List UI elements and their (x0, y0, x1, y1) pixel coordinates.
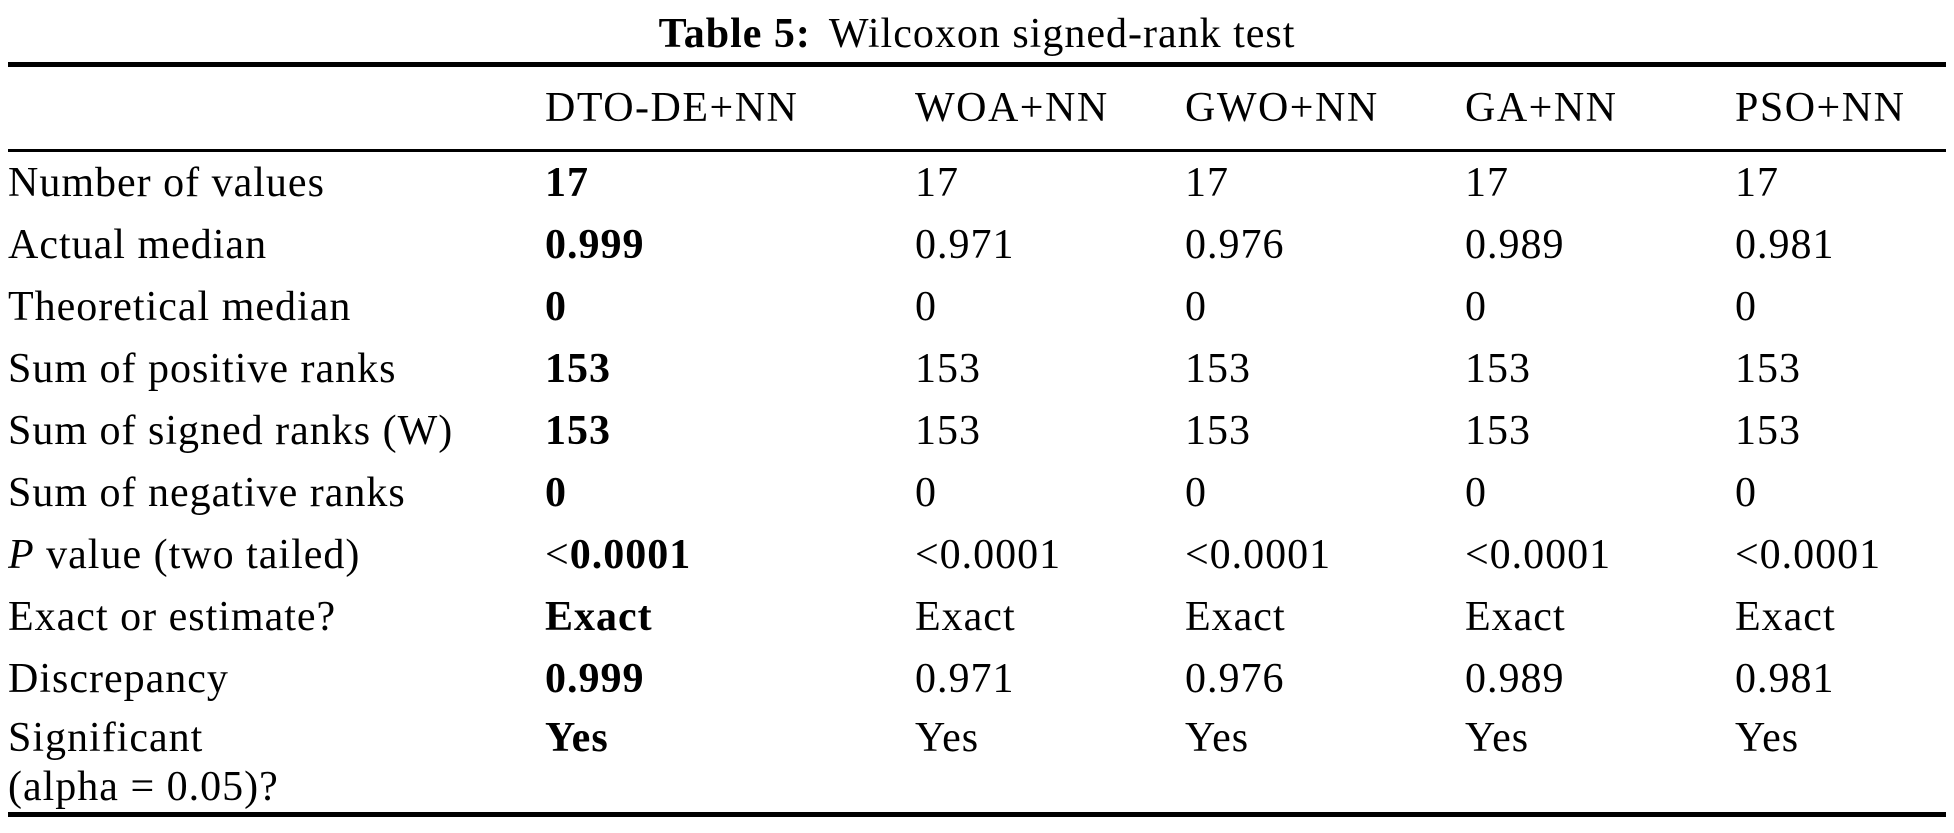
cell-value: 0.971 (915, 222, 1015, 268)
p-value-bold: 0.0001 (569, 532, 692, 578)
cell-value: 153 (1465, 408, 1531, 454)
cell-value: 153 (915, 346, 981, 392)
cell-value: 0 (915, 470, 937, 516)
cell-value: Yes (1735, 715, 1800, 761)
cell-value: 0 (915, 284, 937, 330)
row-label: Discrepancy (8, 656, 229, 702)
column-header-ga-nn: GA+NN (1465, 64, 1735, 152)
row-theoretical-median: Theoretical median 0 0 0 0 0 (8, 276, 1946, 338)
row-sum-negative-ranks: Sum of negative ranks 0 0 0 0 0 (8, 462, 1946, 524)
cell-value: <0.0001 (1735, 532, 1882, 578)
cell-value: Exact (915, 594, 1016, 640)
column-header-woa-nn: WOA+NN (915, 64, 1185, 152)
row-label: Sum of signed ranks (W) (8, 408, 454, 454)
row-label: Exact or estimate? (8, 594, 337, 640)
cell-value: 0.981 (1735, 222, 1835, 268)
row-label: Actual median (8, 222, 268, 268)
row-label: Theoretical median (8, 284, 352, 330)
cell-value: 153 (1735, 346, 1801, 392)
table-number-label: Table 5: (658, 11, 811, 57)
row-actual-median: Actual median 0.999 0.971 0.976 0.989 0.… (8, 214, 1946, 276)
cell-value: 0.981 (1735, 656, 1835, 702)
row-label: Sum of positive ranks (8, 346, 397, 392)
cell-value: 153 (545, 346, 611, 392)
cell-value: 17 (915, 160, 959, 206)
row-label: P value (two tailed) (8, 532, 361, 578)
cell-value: 0.989 (1465, 656, 1565, 702)
table-caption: Table 5: Wilcoxon signed-rank test (0, 0, 1954, 62)
cell-value: Yes (545, 715, 609, 761)
cell-value: 0 (1185, 470, 1207, 516)
cell-value: Exact (545, 594, 653, 640)
row-label: Number of values (8, 160, 325, 206)
cell-value: 0.999 (545, 222, 645, 268)
cell-value: <0.0001 (1465, 532, 1612, 578)
cell-value: 153 (545, 408, 611, 454)
cell-value: Yes (1465, 715, 1530, 761)
cell-value: <0.0001 (915, 532, 1062, 578)
cell-value: 0 (1465, 284, 1487, 330)
cell-value: 0 (545, 284, 567, 330)
cell-value: 0 (1735, 470, 1757, 516)
cell-value: 153 (1735, 408, 1801, 454)
column-header-pso-nn: PSO+NN (1735, 64, 1946, 152)
table-title: Wilcoxon signed-rank test (828, 11, 1296, 57)
row-discrepancy: Discrepancy 0.999 0.971 0.976 0.989 0.98… (8, 648, 1946, 710)
column-header-gwo-nn: GWO+NN (1185, 64, 1465, 152)
row-sum-signed-ranks: Sum of signed ranks (W) 153 153 153 153 … (8, 400, 1946, 462)
cell-value: <0.0001 (1185, 532, 1332, 578)
cell-value: Exact (1735, 594, 1836, 640)
cell-value: 153 (1185, 408, 1251, 454)
cell-value: 17 (1735, 160, 1779, 206)
cell-value: 0 (1465, 470, 1487, 516)
row-sum-positive-ranks: Sum of positive ranks 153 153 153 153 15… (8, 338, 1946, 400)
header-row: DTO-DE+NN WOA+NN GWO+NN GA+NN PSO+NN (8, 64, 1946, 152)
cell-value: 0 (545, 470, 567, 516)
cell-value: 0.989 (1465, 222, 1565, 268)
row-number-of-values: Number of values 17 17 17 17 17 (8, 151, 1946, 215)
cell-value: Exact (1185, 594, 1286, 640)
cell-value: <0.0001 (545, 524, 915, 586)
row-label: Significant (alpha = 0.05)? (8, 715, 279, 810)
cell-value: 153 (1185, 346, 1251, 392)
cell-value: 153 (1465, 346, 1531, 392)
cell-value: 0.999 (545, 656, 645, 702)
cell-value: 0.971 (915, 656, 1015, 702)
row-exact-or-estimate: Exact or estimate? Exact Exact Exact Exa… (8, 586, 1946, 648)
cell-value: 0.976 (1185, 656, 1285, 702)
row-significant: Significant (alpha = 0.05)? Yes Yes Yes … (8, 710, 1946, 815)
row-p-value: P value (two tailed) <0.0001 <0.0001 <0.… (8, 524, 1946, 586)
cell-value: 17 (1185, 160, 1229, 206)
cell-value: 0.976 (1185, 222, 1285, 268)
row-label: Sum of negative ranks (8, 470, 406, 516)
cell-value: Yes (915, 715, 980, 761)
column-header-dto-de-nn: DTO-DE+NN (545, 64, 915, 152)
cell-value: 0 (1185, 284, 1207, 330)
cell-value: Yes (1185, 715, 1250, 761)
cell-value: 153 (915, 408, 981, 454)
column-header-empty (8, 64, 545, 152)
cell-value: 0 (1735, 284, 1757, 330)
cell-value: Exact (1465, 594, 1566, 640)
wilcoxon-test-table: DTO-DE+NN WOA+NN GWO+NN GA+NN PSO+NN Num… (8, 62, 1946, 817)
cell-value: 17 (1465, 160, 1509, 206)
cell-value: 17 (545, 160, 589, 206)
less-than-sign: < (545, 532, 570, 578)
